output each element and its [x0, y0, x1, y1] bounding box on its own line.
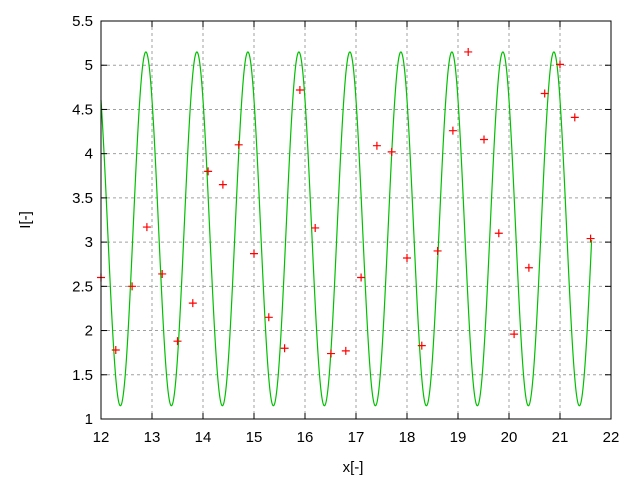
- data-point: [540, 89, 549, 98]
- data-point: [128, 282, 137, 291]
- data-point: [250, 249, 258, 258]
- data-point: [264, 313, 273, 322]
- data-point: [158, 269, 167, 278]
- data-point: [111, 346, 120, 355]
- x-tick-label: 12: [93, 429, 110, 446]
- data-point: [173, 337, 182, 346]
- grid: [101, 21, 611, 419]
- data-point: [218, 180, 227, 189]
- data-point: [417, 341, 426, 350]
- x-tick-label: 22: [603, 429, 620, 446]
- data-point: [586, 234, 595, 243]
- data-point: [556, 60, 564, 69]
- curve-series: [100, 51, 593, 407]
- data-point: [142, 223, 151, 232]
- data-point: [341, 346, 350, 355]
- data-point: [403, 254, 411, 263]
- y-axis-label: I[-]: [17, 211, 34, 229]
- data-point: [280, 344, 289, 353]
- data-point: [295, 85, 304, 94]
- scatter-series: [97, 47, 595, 358]
- x-tick-label: 19: [450, 429, 467, 446]
- y-tick-label: 1.5: [72, 367, 93, 384]
- x-axis-label: x[-]: [343, 459, 364, 476]
- data-point: [433, 246, 442, 255]
- data-point: [204, 167, 213, 176]
- x-tick-label: 18: [399, 429, 416, 446]
- data-point: [570, 113, 579, 122]
- y-tick-label: 5.5: [72, 13, 93, 30]
- data-point: [327, 349, 336, 358]
- y-tick-label: 3: [85, 234, 93, 251]
- data-point: [311, 223, 320, 232]
- x-tick-label: 16: [297, 429, 314, 446]
- data-point: [494, 229, 503, 238]
- x-tick-label: 14: [195, 429, 212, 446]
- y-tick-label: 5: [85, 57, 93, 74]
- data-point: [234, 140, 243, 149]
- y-tick-label: 2: [85, 323, 93, 340]
- data-point: [464, 47, 473, 56]
- y-tick-label: 2.5: [72, 278, 93, 295]
- y-tick-label: 4: [85, 146, 93, 163]
- x-tick-label: 20: [501, 429, 518, 446]
- curve-line: [100, 51, 593, 407]
- data-point: [357, 273, 366, 282]
- data-point: [480, 135, 489, 144]
- x-tick-label: 17: [348, 429, 365, 446]
- data-point: [524, 263, 533, 272]
- x-tick-label: 15: [246, 429, 263, 446]
- y-tick-label: 1: [85, 411, 93, 428]
- data-point: [387, 147, 396, 156]
- y-tick-label: 4.5: [72, 101, 93, 118]
- y-tick-label: 3.5: [72, 190, 93, 207]
- data-point: [448, 126, 457, 135]
- data-point: [188, 299, 197, 308]
- x-tick-label: 13: [144, 429, 161, 446]
- data-point: [372, 141, 381, 150]
- ticks: 12 13 14 15 16 17 18 19 20 21 22 1 1.5 2 2.5 3 3.5 4 4.5 5 5…: [72, 13, 619, 446]
- x-tick-label: 21: [552, 429, 569, 446]
- data-point: [510, 330, 519, 339]
